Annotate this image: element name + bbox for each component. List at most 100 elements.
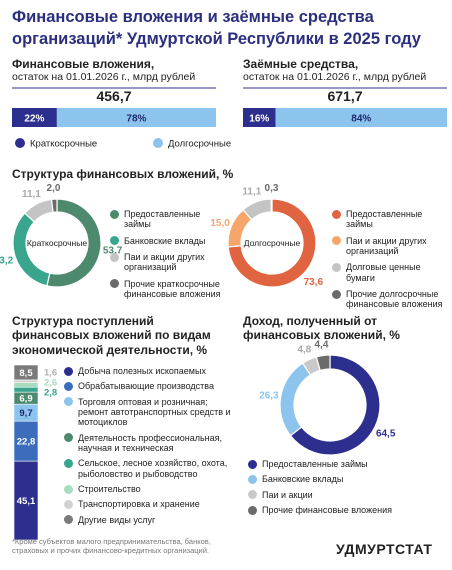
block-title: Заёмные средства, bbox=[243, 57, 359, 71]
legend-swatch bbox=[64, 499, 73, 509]
donut-slice bbox=[50, 198, 58, 213]
value-label: 33,2 bbox=[0, 255, 14, 266]
legend-item: Другие виды услуг bbox=[64, 515, 234, 525]
legend-item: Обрабатывающие производства bbox=[64, 381, 234, 391]
legend-swatch bbox=[248, 474, 257, 484]
value-label: 64,5 bbox=[376, 428, 396, 439]
logo: УДМУРТСТАТ bbox=[336, 541, 433, 557]
donut-slice bbox=[279, 362, 312, 437]
legend-item: Деятельность профессиональная, научная и… bbox=[64, 433, 234, 454]
legend-label: Паи и акции других организаций bbox=[124, 252, 205, 273]
legend-label: Предоставленные займы bbox=[346, 209, 423, 230]
value-label: 11,1 bbox=[242, 187, 261, 198]
legend-label: Прочие краткосрочные финансовые вложения bbox=[124, 278, 221, 300]
value-label: 15,0 bbox=[210, 218, 230, 229]
legend-swatch bbox=[110, 252, 119, 262]
value-label: 9,7 bbox=[19, 408, 32, 419]
legend-item: Предоставленные займы bbox=[332, 209, 447, 230]
donut-slice bbox=[315, 354, 331, 372]
legend-label: Транспортировка и хранение bbox=[78, 499, 200, 510]
value-label: 22,8 bbox=[17, 437, 36, 448]
legend-swatch bbox=[248, 490, 257, 500]
block-title: Финансовые вложения, bbox=[12, 57, 155, 71]
legend-label: Паи и акции других организаций bbox=[346, 235, 427, 257]
legend-item: Паи и акции других организаций bbox=[332, 236, 447, 257]
legend-item: Торговля оптовая и розничная; ремонт авт… bbox=[64, 397, 234, 428]
main-title: Финансовые вложения и заёмные средства bbox=[12, 8, 374, 26]
legend-swatch bbox=[64, 381, 73, 391]
center-label: Долгосрочные bbox=[244, 238, 301, 248]
legend: Предоставленные займы Банковские вклады Па… bbox=[248, 459, 443, 515]
legend-swatch bbox=[110, 279, 119, 289]
legend-label: Прочие финансовые вложения bbox=[262, 505, 392, 516]
legend: Добыча полезных ископаемых Обрабатывающие… bbox=[64, 366, 234, 525]
value-label: 8,5 bbox=[19, 368, 33, 379]
section-title: Структура поступлений финансовых вложени… bbox=[12, 314, 211, 357]
legend-swatch bbox=[110, 209, 119, 219]
value-label: 53,7 bbox=[103, 245, 123, 256]
legend-item: Прочие долгосрочные финансовые вложения bbox=[332, 289, 447, 310]
legend-item: Паи и акции bbox=[248, 490, 443, 500]
bar-segment bbox=[13, 379, 39, 383]
legend-swatch bbox=[64, 433, 73, 443]
legend-label: Краткосрочные bbox=[30, 139, 97, 150]
legend-item: Банковские вклады bbox=[110, 236, 228, 246]
legend-label: Добыча полезных ископаемых bbox=[78, 366, 206, 376]
legend-item: Транспортировка и хранение bbox=[64, 499, 234, 509]
legend-item: Прочие краткосрочные финансовые вложения bbox=[110, 279, 228, 300]
legend-label: Долговые ценные бумаги bbox=[346, 262, 421, 283]
bar-label: 78% bbox=[126, 114, 146, 125]
value-label: 45,1 bbox=[17, 496, 36, 507]
legend-item: Предоставленные займы bbox=[110, 209, 228, 230]
footnote: *Кроме субъектов малого предпринимательс… bbox=[12, 537, 211, 555]
value-label: 26,3 bbox=[259, 391, 279, 402]
legend-label: Деятельность профессиональная, научная и… bbox=[78, 432, 223, 454]
bar-segment bbox=[13, 382, 39, 388]
value-label: 2,8 bbox=[44, 387, 57, 398]
legend-label: Обрабатывающие производства bbox=[78, 381, 214, 392]
legend-item: Сельское, лесное хозяйство, охота, рыбол… bbox=[64, 458, 234, 479]
legend-label: Банковские вклады bbox=[124, 235, 206, 246]
legend-swatch bbox=[332, 262, 341, 272]
center-label: Краткосрочные bbox=[27, 238, 87, 248]
legend-item: Долговые ценные бумаги bbox=[332, 262, 447, 283]
legend-label: Другие виды услуг bbox=[78, 514, 156, 525]
legend: Предоставленные займы Паи и акции других … bbox=[332, 209, 447, 310]
bar-segment bbox=[275, 108, 447, 127]
value-label: 73,6 bbox=[304, 277, 324, 288]
legend-swatch bbox=[64, 397, 73, 407]
legend-label: Паи и акции bbox=[262, 489, 313, 500]
donut-slice bbox=[227, 198, 317, 288]
bar-segment bbox=[56, 108, 216, 127]
value-label: 4,8 bbox=[297, 345, 311, 356]
value-label: 0,3 bbox=[265, 183, 279, 194]
bar-label: 84% bbox=[351, 114, 371, 125]
legend-swatch bbox=[153, 138, 163, 148]
value-label: 6,9 bbox=[19, 394, 32, 405]
legend-label: Торговля оптовая и розничная; ремонт авт… bbox=[78, 396, 231, 428]
legend-swatch bbox=[64, 515, 73, 525]
donut-slice bbox=[270, 198, 273, 213]
legend-item: Банковские вклады bbox=[248, 474, 443, 484]
total-value: 456,7 bbox=[96, 88, 131, 104]
legend-swatch bbox=[332, 209, 341, 219]
bar-segment bbox=[243, 108, 276, 127]
legend-swatch bbox=[248, 459, 257, 469]
donut-slice bbox=[289, 354, 381, 456]
legend-swatch bbox=[15, 138, 25, 148]
bar-segment bbox=[12, 108, 57, 127]
legend-swatch bbox=[332, 289, 341, 299]
bar-segment bbox=[13, 364, 39, 381]
legend-item: Добыча полезных ископаемых bbox=[64, 366, 234, 376]
legend-swatch bbox=[64, 484, 73, 494]
legend-item: Паи и акции других организаций bbox=[110, 252, 228, 273]
legend-label: Сельское, лесное хозяйство, охота, рыбол… bbox=[78, 458, 228, 479]
legend-item: Предоставленные займы bbox=[248, 459, 443, 469]
value-label: 4,4 bbox=[315, 340, 329, 351]
value-label: 1,6 bbox=[44, 367, 57, 378]
main-title: организаций* Удмуртской Республики в 202… bbox=[12, 30, 421, 48]
legend-swatch bbox=[64, 458, 73, 468]
section-title: Доход, полученный от финансовых вложений… bbox=[243, 314, 400, 343]
legend-item: Строительство bbox=[64, 484, 234, 494]
legend-swatch bbox=[332, 236, 341, 246]
